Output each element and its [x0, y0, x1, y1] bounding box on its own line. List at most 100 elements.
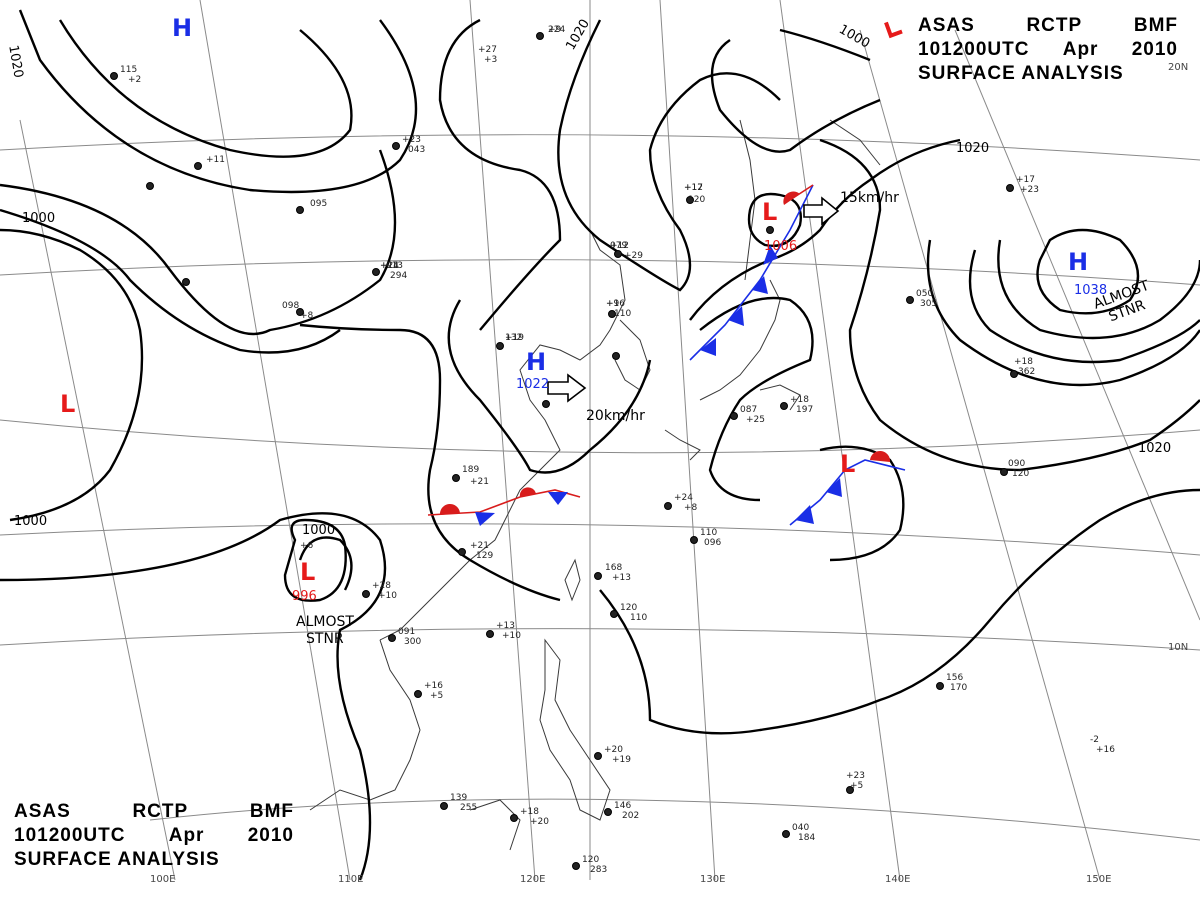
station-obs-value: +5	[850, 781, 863, 791]
station-marker	[392, 142, 400, 150]
china-coast	[379, 229, 626, 641]
isobar	[819, 138, 1200, 472]
station-obs-value: 110	[630, 613, 647, 623]
station-marker	[542, 400, 550, 408]
station-obs-value: +23	[402, 135, 421, 145]
station-obs-value: +21	[380, 261, 399, 271]
longitude-line	[779, 0, 901, 881]
longitude-label: 100E	[150, 874, 175, 885]
station-obs-value: 197	[796, 405, 813, 415]
station-marker	[452, 474, 460, 482]
header-month: Apr	[1062, 39, 1099, 60]
longitude-line	[954, 29, 1200, 621]
low-center-value: 996	[292, 589, 317, 604]
station-obs-value: +12	[610, 241, 629, 251]
isobar	[779, 28, 871, 62]
fronts	[427, 184, 906, 526]
station-obs-value: 184	[798, 833, 815, 843]
longitude-label: 150E	[1086, 874, 1111, 885]
cold-front-triangle	[548, 492, 568, 505]
longitude-label: 130E	[700, 874, 725, 885]
station-obs-value: +5	[430, 691, 443, 701]
motion-arrow	[803, 196, 840, 226]
station-obs-value: 115	[120, 65, 137, 75]
station-obs-value: 043	[408, 145, 425, 155]
station-marker	[612, 352, 620, 360]
isobar	[58, 19, 353, 158]
station-marker	[730, 412, 738, 420]
station-marker	[510, 814, 518, 822]
isobar	[926, 239, 1200, 387]
isobar	[710, 39, 881, 153]
station-obs-value: 050	[916, 289, 933, 299]
station-marker	[194, 162, 202, 170]
station-obs-value: 079	[610, 241, 627, 251]
station-obs-value: +17	[1016, 175, 1035, 185]
header-datetime: 101200UTC	[14, 825, 126, 846]
station-obs-value: +23	[1020, 185, 1039, 195]
borneo-coast	[469, 799, 521, 851]
warm-front-semicircle	[519, 487, 536, 497]
station-obs-value: 139	[450, 793, 467, 803]
station-obs-value: 040	[792, 823, 809, 833]
station-obs-value: 091	[398, 627, 415, 637]
latitude-line	[0, 134, 1200, 161]
station-obs-value: 087	[740, 405, 757, 415]
station-obs-value: +11	[206, 155, 225, 165]
station-obs-value: +27	[478, 45, 497, 55]
station-obs-value: +17	[684, 183, 703, 193]
pressure-centers: H H 1022 H 1038 L L 996 L 1006 L	[60, 14, 1107, 604]
station-marker	[1000, 468, 1008, 476]
isobar-label: 1020	[1138, 441, 1171, 456]
longitude-label: 140E	[885, 874, 910, 885]
isobar	[0, 512, 387, 881]
header-office: BMF	[1133, 15, 1178, 36]
isobar	[699, 296, 814, 502]
header-product: SURFACE ANALYSIS	[14, 849, 220, 870]
header-station: RCTP	[1026, 15, 1083, 36]
isobar-label: 1000	[836, 22, 872, 52]
station-obs-value: 129	[476, 551, 493, 561]
high-center-value: 1022	[516, 377, 549, 392]
latitude-line	[0, 259, 1200, 286]
station-obs-value: 168	[605, 563, 622, 573]
low-legend-icon	[884, 17, 906, 43]
station-marker	[572, 862, 580, 870]
station-marker	[388, 634, 396, 642]
isobar-label: 1020	[956, 141, 989, 156]
low-center-marker: L	[300, 558, 315, 586]
header-year: 2010	[1131, 39, 1178, 60]
low-center-marker: L	[60, 390, 75, 418]
motion-arrows	[547, 196, 840, 403]
cold-front-triangle	[700, 338, 716, 356]
station-marker	[690, 536, 698, 544]
station-obs-value: +18	[790, 395, 809, 405]
longitude-line	[469, 0, 536, 881]
station-obs-value: 098	[282, 301, 299, 311]
station-obs-value: +20	[604, 745, 623, 755]
station-marker	[782, 830, 790, 838]
station-obs-value: 110	[614, 309, 631, 319]
station-obs-value: +9	[548, 25, 562, 35]
kuril-coast	[829, 119, 881, 166]
station-marker	[440, 802, 448, 810]
station-obs-value: 170	[950, 683, 967, 693]
station-obs-value: 120	[620, 603, 637, 613]
isobar	[689, 138, 961, 321]
station-obs-value: 120	[688, 195, 705, 205]
station-obs-value: 120	[582, 855, 599, 865]
isobar	[0, 149, 397, 336]
isobar	[968, 249, 1200, 364]
isobar-label: 1000	[14, 514, 47, 529]
station-obs-value: 255	[460, 803, 477, 813]
station-obs-value: 224	[548, 25, 565, 35]
cold-front-triangle	[763, 245, 778, 265]
station-marker	[110, 72, 118, 80]
latitude-line	[149, 798, 1200, 841]
longitude-line	[859, 29, 1101, 881]
station-marker	[608, 310, 616, 318]
isobar	[0, 228, 144, 522]
station-obs-value: 202	[622, 811, 639, 821]
